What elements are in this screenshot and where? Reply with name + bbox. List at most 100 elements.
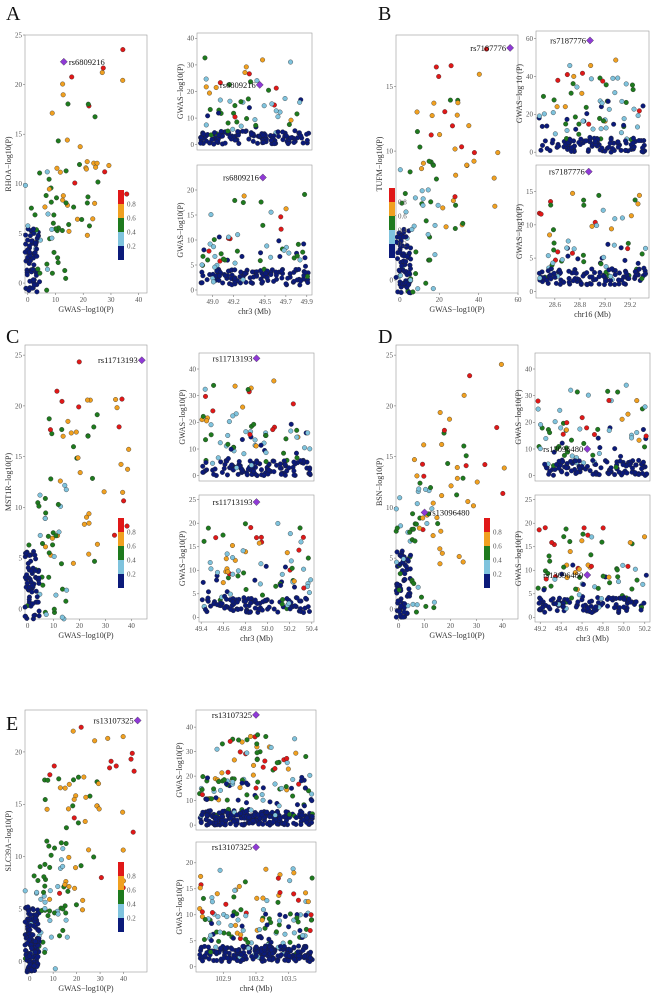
snp-point [69,74,75,80]
y-axis-label: GWAS−log10(P) [175,742,184,798]
snp-point [303,890,309,896]
snp-point [223,556,229,562]
snp-point [30,267,36,273]
snp-point [581,525,587,531]
lead-snp-marker [59,57,68,66]
snp-point [73,865,79,871]
snp-point [288,558,294,564]
snp-point [291,278,297,284]
snp-point [260,895,266,901]
snp-point [398,272,404,278]
panel-letter: C [6,326,19,348]
snp-point [63,487,69,493]
snp-point [204,797,210,803]
snp-point [565,253,571,259]
legend-tick-label: 0.4 [127,229,136,237]
y-tick-label: 25 [189,496,197,504]
snp-point [601,254,607,260]
snp-point [283,206,289,212]
snp-point [291,140,297,145]
snp-point [213,795,219,801]
snp-point [49,535,55,541]
lead-snp-label: rs6809216 [220,80,256,90]
snp-point [421,442,427,448]
snp-point [301,566,307,572]
snp-point [40,582,46,588]
snp-point [609,266,615,272]
snp-point [92,200,98,206]
lead-snp-marker [137,356,146,365]
snp-point [55,884,61,889]
snp-point [231,894,237,900]
snp-point [604,459,610,465]
snp-point [85,101,91,107]
snp-point [46,176,52,182]
snp-point [291,891,297,897]
snp-point [623,147,628,153]
snp-point [412,195,418,201]
snp-point [58,840,64,846]
snp-point [47,908,53,914]
snp-point [643,433,649,439]
snp-point [51,606,57,612]
snp-point [58,857,64,863]
snp-point [31,923,37,929]
snp-point [420,515,426,521]
snp-point [625,411,631,417]
snp-point [211,237,217,243]
snp-point [44,838,50,844]
y-axis-label: SLC39A−log10(P) [4,810,13,871]
snp-point [113,763,119,769]
snp-point [251,274,257,280]
plot-frame [24,344,148,620]
snp-point [46,186,52,192]
snp-point [567,137,573,143]
snp-point [633,462,639,468]
x-tick-label: 50.0 [618,625,631,633]
snp-point [619,215,625,221]
snp-point [407,529,413,535]
y-axis-label: GWAS−log10(P) [178,389,187,445]
snp-point [254,757,260,763]
lead-snp-marker [255,80,264,89]
snp-point [49,110,55,116]
snp-point [248,79,254,85]
snp-point [401,609,407,615]
snp-point [287,947,293,953]
snp-point [559,571,565,577]
snp-point [439,441,445,447]
snp-point [36,936,42,942]
snp-point [96,781,102,787]
snp-point [45,266,50,272]
snp-point [623,81,629,87]
snp-point [63,598,69,604]
snp-point [217,273,223,279]
snp-point [128,756,134,762]
snp-point [632,566,638,572]
snp-point [260,57,266,63]
snp-point [597,269,603,275]
snp-point [623,382,629,388]
snp-point [596,192,602,198]
snp-point [592,270,598,276]
snp-point [198,820,204,826]
snp-point [227,134,233,140]
snp-point [226,82,232,88]
snp-point [52,966,58,972]
snp-point [231,757,237,763]
snp-point [596,281,602,287]
y-tick-label: 15 [187,211,195,219]
snp-point [280,137,286,143]
snp-point [275,520,281,526]
plot-frame [534,494,651,623]
y-axis-label: TUFM−log10(P) [375,136,384,191]
snp-point [227,98,233,104]
snp-point [304,819,310,825]
snp-point [41,874,47,880]
snp-point [199,792,205,798]
snp-point [224,810,230,816]
snp-point [303,754,309,760]
x-tick-label: 49.2 [534,625,547,633]
panel-letter: E [6,713,18,735]
